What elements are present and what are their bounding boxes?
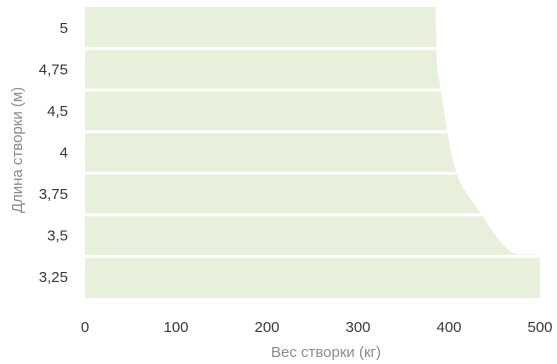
y-tick-label: 5: [60, 20, 68, 37]
allowed-area: [85, 7, 540, 298]
x-tick-label: 300: [345, 319, 370, 336]
y-tick-label: 3,5: [47, 228, 68, 245]
y-tick-label: 4,75: [39, 61, 68, 78]
y-axis-label: Длина створки (м): [9, 87, 26, 213]
x-tick-label: 100: [163, 319, 188, 336]
y-tick-label: 3,75: [39, 186, 68, 203]
y-tick-label: 4: [60, 145, 68, 162]
x-tick-label: 0: [81, 319, 89, 336]
x-axis-ticks: 0 100 200 300 400 500: [81, 319, 553, 336]
x-tick-label: 500: [527, 319, 552, 336]
x-axis-label: Вес створки (кг): [271, 344, 381, 361]
x-tick-label: 200: [254, 319, 279, 336]
band-separators: [85, 47, 542, 258]
y-tick-label: 3,25: [39, 269, 68, 286]
x-tick-label: 400: [436, 319, 461, 336]
y-tick-label: 4,5: [47, 103, 68, 120]
y-axis-ticks: 5 4,75 4,5 4 3,75 3,5 3,25: [39, 20, 68, 286]
